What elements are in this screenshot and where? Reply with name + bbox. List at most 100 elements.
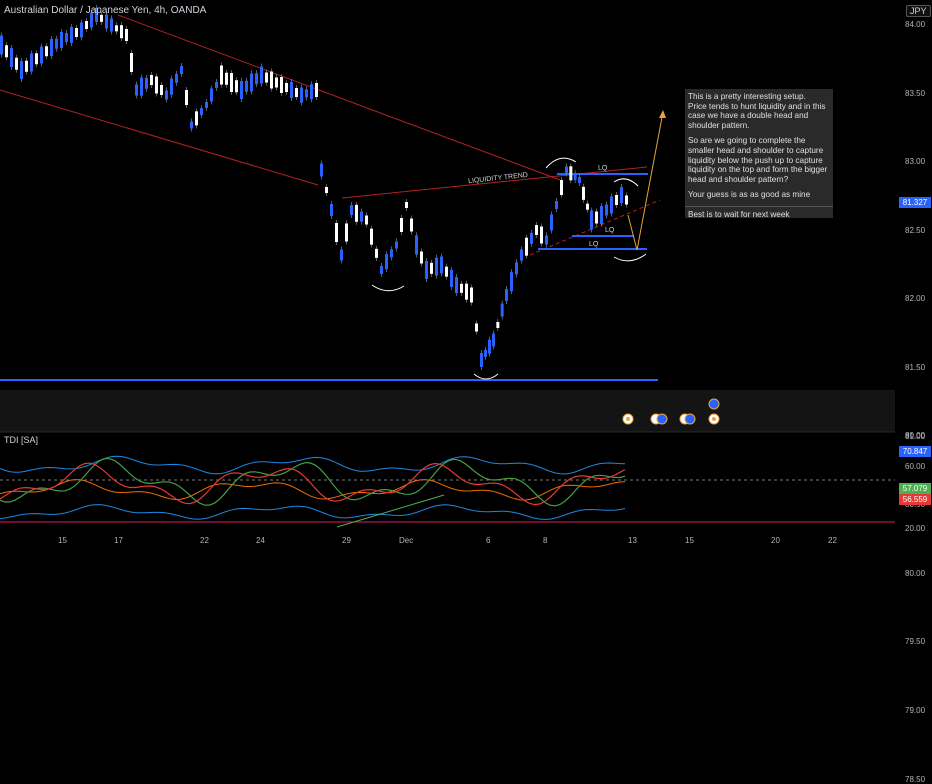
candle <box>390 249 393 258</box>
lq-top-label: LQ <box>598 165 608 172</box>
price-tick: 83.00 <box>905 157 926 167</box>
candle <box>270 71 273 89</box>
projection-path[interactable] <box>627 111 664 251</box>
currency-badge[interactable]: JPY <box>906 5 931 17</box>
price-tick: 78.50 <box>905 774 926 784</box>
candle <box>260 66 263 84</box>
liquidity-trend-line[interactable] <box>341 166 648 199</box>
event-markers[interactable] <box>622 398 720 425</box>
divergence-line[interactable] <box>336 494 445 528</box>
annotation-note[interactable]: This is a pretty interesting setup. Pric… <box>685 89 833 219</box>
candle <box>395 241 398 249</box>
candle <box>440 256 443 274</box>
tdi-lines[interactable] <box>0 455 626 520</box>
lq-mid-label: LQ <box>605 227 615 234</box>
candle <box>405 202 408 208</box>
tdi-red-tag: 56.559 <box>899 494 931 505</box>
candle <box>420 251 423 264</box>
upper-channel-line[interactable] <box>117 14 561 181</box>
candle <box>615 195 618 205</box>
candle <box>195 111 198 126</box>
price-scale[interactable] <box>895 0 932 550</box>
candle <box>410 218 413 232</box>
candle <box>565 166 568 174</box>
arrow-head-icon <box>659 110 666 118</box>
candle <box>245 80 248 92</box>
candle <box>340 249 343 261</box>
date-tick: 20 <box>771 536 780 545</box>
candle <box>110 18 113 32</box>
candle <box>40 46 43 64</box>
candle <box>350 205 353 215</box>
candle <box>275 77 278 88</box>
price-tick: 82.50 <box>905 225 926 235</box>
candle <box>330 204 333 216</box>
candle <box>480 353 483 367</box>
head-arc <box>473 373 499 380</box>
candle <box>530 232 533 244</box>
tdi-green-tag: 57.079 <box>899 483 931 494</box>
date-tick: 17 <box>114 536 123 545</box>
candle <box>125 29 128 41</box>
candle <box>175 73 178 83</box>
price-tick: 79.50 <box>905 637 926 647</box>
note-paragraph-3: Your guess is as as good as mine <box>688 190 811 200</box>
candle <box>65 33 68 42</box>
candle <box>295 88 298 97</box>
date-tick: 13 <box>628 536 637 545</box>
candle <box>345 223 348 242</box>
candle <box>586 203 589 210</box>
note-paragraph-2: So are we going to complete the smaller … <box>688 136 828 184</box>
candle <box>545 235 548 245</box>
candle <box>200 108 203 116</box>
price-tick: 83.50 <box>905 88 926 98</box>
candle <box>555 201 558 209</box>
candle <box>50 39 53 56</box>
candle <box>488 339 491 354</box>
candle <box>505 289 508 301</box>
candle <box>515 262 518 275</box>
candle <box>315 83 318 97</box>
candle <box>455 277 458 293</box>
candle <box>280 77 283 93</box>
candle <box>560 180 563 195</box>
lower-channel-line[interactable] <box>0 89 319 186</box>
candle <box>470 287 473 303</box>
candle <box>85 21 88 29</box>
candle <box>205 102 208 108</box>
date-tick: 15 <box>58 536 67 545</box>
target-arc <box>613 253 647 262</box>
candle <box>445 266 448 277</box>
candle <box>620 187 623 203</box>
price-tick: 81.50 <box>905 363 926 372</box>
candle <box>310 84 313 100</box>
chart-canvas[interactable] <box>0 0 932 550</box>
date-tick: 22 <box>828 536 837 545</box>
date-tick: 8 <box>543 536 548 545</box>
neckline-dashed[interactable] <box>529 199 661 256</box>
candle <box>605 204 608 216</box>
note-paragraph-4: Best is to wait for next week <box>688 209 790 219</box>
note-paragraph-1: This is a pretty interesting setup. Pric… <box>688 92 826 130</box>
price-tick: 82.00 <box>905 294 926 304</box>
candle <box>185 90 188 105</box>
candle <box>5 45 8 58</box>
symbol-title[interactable]: Australian Dollar / Japanese Yen, 4h, OA… <box>4 5 207 16</box>
candle <box>215 82 218 88</box>
date-tick: Dec <box>399 536 414 545</box>
candle <box>235 80 238 93</box>
price-tick: 80.00 <box>905 568 926 578</box>
candle <box>35 53 38 65</box>
candle <box>400 218 403 232</box>
candle <box>325 187 328 193</box>
shoulder-arc-top <box>613 178 639 187</box>
candle <box>15 57 18 70</box>
candle <box>45 46 48 57</box>
indicator-title[interactable]: TDI [SA] <box>4 435 39 445</box>
candle-series[interactable] <box>0 5 628 370</box>
candle <box>335 223 338 242</box>
candle <box>25 60 28 72</box>
tdi-tick: 80.00 <box>905 431 926 440</box>
tdi-line <box>0 462 626 506</box>
candle <box>115 25 118 32</box>
